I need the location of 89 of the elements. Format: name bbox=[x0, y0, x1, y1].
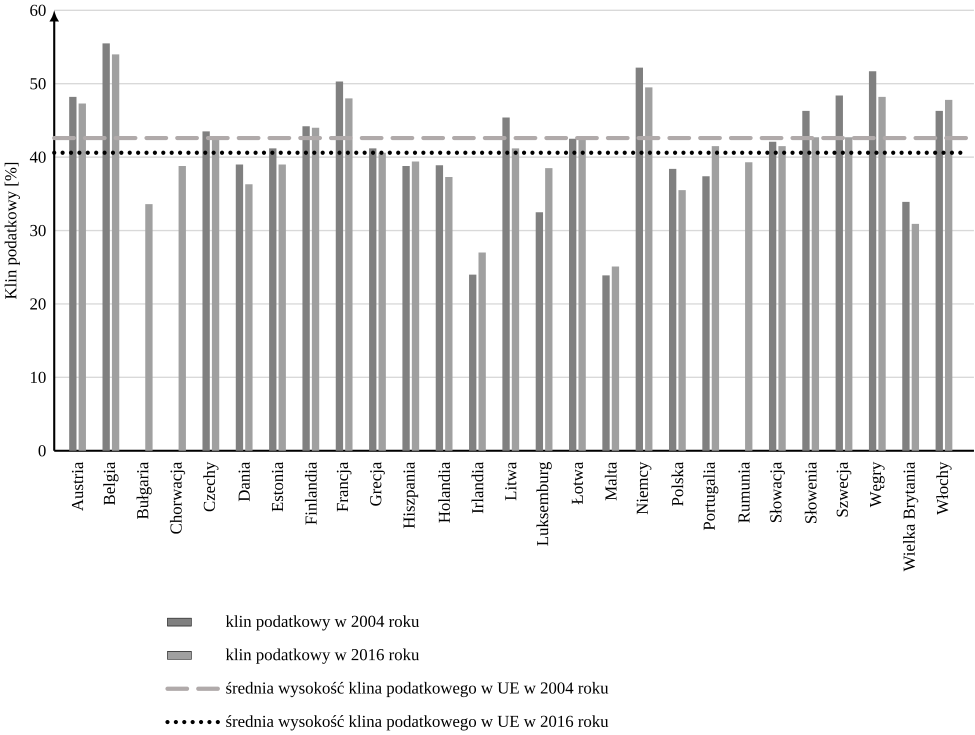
x-tick-label: Luksemburg bbox=[536, 462, 552, 546]
bar bbox=[545, 168, 552, 452]
bar bbox=[445, 177, 453, 452]
bar bbox=[569, 139, 576, 452]
y-tick-label: 20 bbox=[30, 298, 46, 310]
bar bbox=[912, 224, 920, 452]
x-tick-label: Włochy bbox=[936, 462, 952, 516]
bar bbox=[436, 165, 444, 452]
legend-label: klin podatkowy w 2016 roku bbox=[226, 648, 420, 664]
y-axis-title: Klin podatkowy [%] bbox=[4, 163, 20, 300]
bar bbox=[745, 162, 752, 452]
y-tick-label: 60 bbox=[30, 4, 46, 16]
bar bbox=[945, 100, 952, 452]
x-tick-label: Portugalia bbox=[703, 462, 718, 530]
x-tick-label: Bułgaria bbox=[136, 462, 152, 520]
bar bbox=[378, 152, 386, 452]
legend-label: średnia wysokość klina podatkowego w UE w 2016 roku bbox=[226, 715, 608, 731]
x-tick-label: Irlandia bbox=[472, 462, 484, 514]
y-tick-label: 30 bbox=[30, 225, 46, 236]
bar bbox=[78, 104, 86, 452]
bar bbox=[868, 71, 876, 452]
bar bbox=[536, 212, 544, 452]
x-tick-label: Łotwa bbox=[572, 462, 583, 504]
x-tick-label: Węgry bbox=[870, 462, 885, 508]
bar bbox=[812, 138, 820, 452]
bar bbox=[312, 128, 320, 452]
bar bbox=[302, 126, 310, 452]
x-tick-label: Dania bbox=[238, 462, 250, 502]
x-tick-label: Malta bbox=[604, 462, 617, 501]
bar bbox=[902, 202, 910, 452]
x-tick-label: Finlandia bbox=[304, 462, 317, 525]
bar bbox=[512, 148, 520, 452]
bar bbox=[269, 148, 276, 452]
bar bbox=[145, 204, 153, 452]
bar bbox=[645, 88, 652, 452]
x-tick-label: Estonia bbox=[272, 462, 284, 512]
x-tick-label: Belgia bbox=[103, 462, 119, 506]
bar bbox=[678, 190, 686, 452]
bar bbox=[236, 164, 244, 452]
bar bbox=[112, 54, 120, 452]
bar bbox=[778, 146, 786, 452]
x-tick-label: Wielka Brytania bbox=[903, 462, 918, 572]
bar bbox=[602, 276, 610, 452]
x-tick-label: Litwa bbox=[505, 462, 516, 501]
bar bbox=[202, 132, 210, 452]
x-tick-label: Polska bbox=[671, 462, 684, 506]
bar bbox=[178, 166, 186, 452]
bar bbox=[402, 166, 410, 452]
bar bbox=[836, 96, 843, 452]
y-tick-label: 10 bbox=[30, 372, 46, 384]
bar bbox=[102, 44, 110, 452]
x-tick-label: Austria bbox=[72, 462, 84, 512]
bar bbox=[245, 184, 253, 452]
legend-label: klin podatkowy w 2004 roku bbox=[226, 615, 420, 631]
bar bbox=[712, 146, 720, 452]
bar bbox=[345, 98, 353, 452]
bar bbox=[278, 164, 286, 452]
bar bbox=[636, 68, 644, 452]
x-tick-label: Słowacja bbox=[770, 462, 785, 522]
y-tick-label: 40 bbox=[30, 152, 46, 164]
y-tick-label: 0 bbox=[38, 445, 46, 457]
bar bbox=[878, 97, 886, 452]
bar bbox=[478, 252, 486, 452]
x-tick-label: Słowenia bbox=[804, 462, 817, 524]
x-tick-label: Niemcy bbox=[636, 462, 652, 515]
x-tick-label: Czechy bbox=[203, 462, 218, 512]
x-tick-label: Holandia bbox=[438, 462, 450, 523]
x-tick-label: Grecja bbox=[370, 462, 385, 506]
bar bbox=[845, 138, 852, 452]
x-tick-label: Hiszpania bbox=[403, 462, 418, 529]
bar bbox=[412, 162, 420, 452]
bar bbox=[469, 274, 476, 452]
bar bbox=[802, 111, 810, 452]
x-tick-label: Rumunia bbox=[738, 462, 750, 523]
y-tick-label: 50 bbox=[30, 78, 46, 90]
bar bbox=[936, 111, 943, 452]
bar bbox=[768, 142, 776, 452]
x-tick-label: Chorwacja bbox=[170, 462, 186, 534]
bar bbox=[69, 97, 77, 452]
bar bbox=[612, 266, 620, 452]
legend-label: średnia wysokość klina podatkowego w UE w 2004 roku bbox=[226, 682, 608, 698]
bar bbox=[668, 169, 676, 452]
bar bbox=[369, 148, 376, 452]
x-tick-label: Szwecja bbox=[836, 462, 852, 517]
x-tick-label: Francja bbox=[336, 462, 352, 512]
bar bbox=[578, 139, 586, 452]
bar bbox=[336, 82, 344, 452]
bar bbox=[502, 118, 510, 452]
bar bbox=[702, 176, 710, 452]
